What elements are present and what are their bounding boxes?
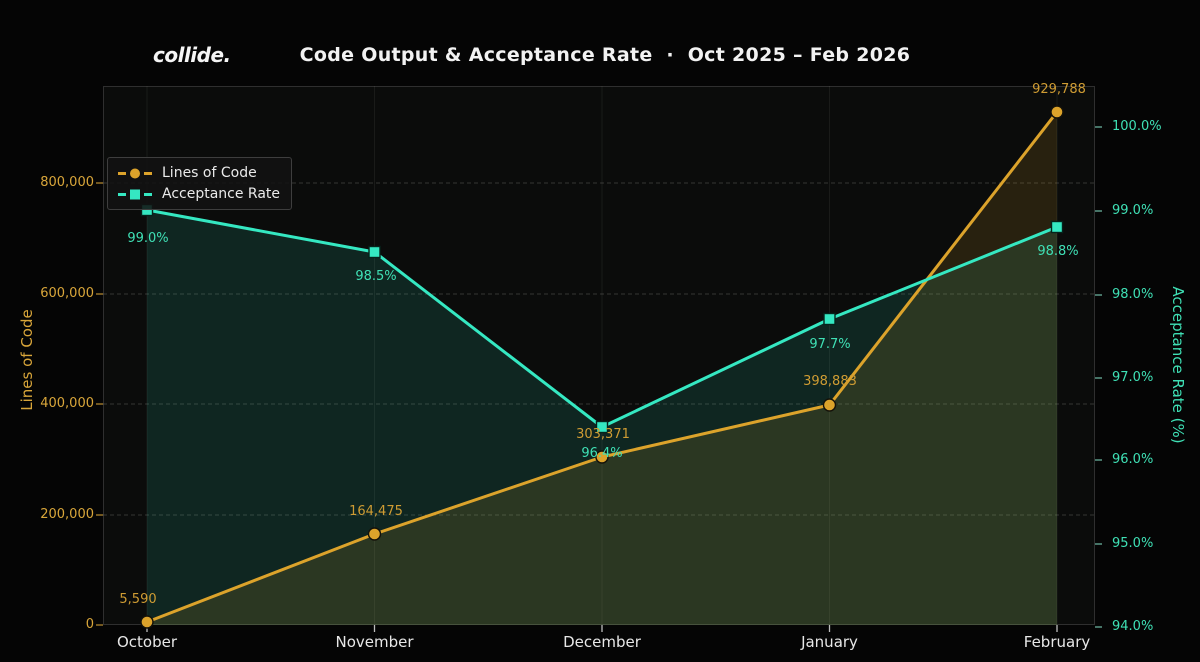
right-axis-tick-label: 98.0% (1112, 287, 1154, 302)
lines-of-code-markers (140, 105, 1064, 629)
left-axis-tick-label: 400,000 (40, 396, 94, 411)
loc-value-label: 164,475 (349, 504, 403, 519)
lines-of-code-area-fill (147, 112, 1057, 625)
rate-value-label: 99.0% (127, 231, 169, 246)
left-axis-tick-label: 800,000 (40, 175, 94, 190)
rate-value-label: 98.5% (355, 269, 397, 284)
right-axis-tick-label: 99.0% (1112, 203, 1154, 218)
x-axis-tick-label: November (335, 633, 414, 651)
plot-canvas (96, 86, 1102, 632)
plot-area (96, 86, 1102, 632)
x-axis-tick-label: December (563, 633, 641, 651)
right-axis-ticks (1095, 126, 1102, 628)
left-axis-tick-label: 600,000 (40, 286, 94, 301)
acceptance-rate-area-fill (147, 210, 1057, 625)
legend-item-lines-of-code: Lines of Code (117, 165, 280, 181)
x-axis-tick-label: October (116, 633, 178, 651)
x-axis-tick-label: January (801, 633, 858, 651)
left-axis-tick-label: 0 (85, 617, 94, 632)
chart-title: Code Output & Acceptance Rate · Oct 2025… (299, 44, 911, 66)
x-axis-tick-label: February (1023, 633, 1091, 651)
legend-label: Lines of Code (162, 165, 257, 181)
legend: Lines of Code Acceptance Rate (107, 157, 293, 210)
right-axis-tick-label: 96.0% (1112, 452, 1154, 467)
left-axis-ticks (96, 182, 103, 626)
right-axis-tick-label: 97.0% (1112, 370, 1154, 385)
bottom-axis-ticks (146, 625, 1058, 632)
acceptance-rate-markers (140, 203, 1064, 434)
rate-value-label: 96.4% (581, 446, 623, 461)
acceptance-rate-legend-swatch (118, 189, 152, 199)
left-axis-tick-label: 200,000 (40, 507, 94, 522)
collide-logo: collide. (153, 43, 231, 67)
legend-item-acceptance-rate: Acceptance Rate (117, 186, 280, 202)
loc-value-label: 5,590 (119, 592, 157, 607)
legend-label: Acceptance Rate (162, 186, 281, 202)
right-axis-tick-label: 95.0% (1112, 536, 1154, 551)
plot-border (103, 86, 1095, 625)
horizontal-gridlines (103, 182, 1095, 516)
rate-value-label: 98.8% (1037, 244, 1079, 259)
right-axis-tick-label: 100.0% (1112, 119, 1162, 134)
right-axis-title: Acceptance Rate (%) (1169, 286, 1187, 444)
loc-value-label: 398,883 (803, 374, 857, 389)
loc-value-label: 303,371 (576, 427, 630, 442)
lines-of-code-legend-swatch (118, 168, 152, 178)
rate-value-label: 97.7% (809, 337, 851, 352)
loc-value-label: 929,788 (1032, 82, 1086, 97)
right-axis-tick-label: 94.0% (1112, 619, 1154, 634)
